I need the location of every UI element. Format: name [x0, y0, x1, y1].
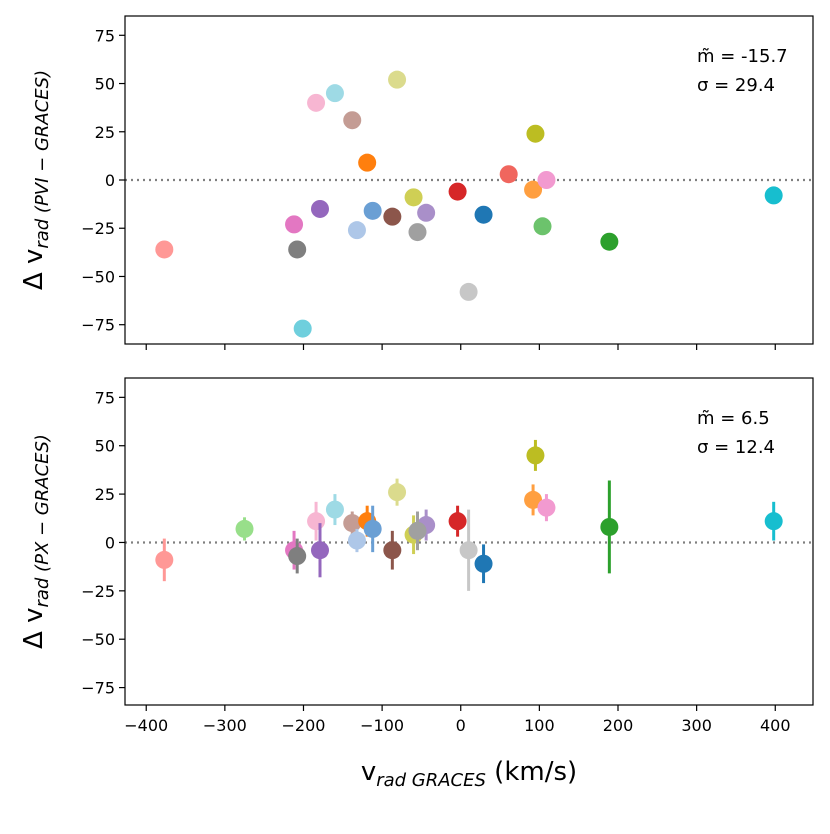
x-tick-label: −100 [360, 716, 404, 735]
point [524, 180, 543, 199]
point [358, 153, 377, 172]
point [155, 240, 174, 259]
point [347, 221, 366, 240]
point [155, 550, 174, 569]
x-tick-label: −300 [203, 716, 247, 735]
point [363, 201, 382, 220]
y-tick-label: 0 [105, 533, 115, 552]
x-axis-label-unit: (km/s) [486, 757, 577, 787]
point [600, 517, 619, 536]
x-tick-label: 100 [524, 716, 555, 735]
y-tick-label: 25 [95, 123, 115, 142]
x-tick-label: −200 [282, 716, 326, 735]
point [448, 182, 467, 201]
point [499, 165, 518, 184]
annotation: m̃ = 6.5 [697, 408, 770, 429]
x-tick-label: 0 [456, 716, 466, 735]
point [388, 70, 407, 89]
point [285, 215, 304, 234]
y-tick-label: −75 [81, 679, 115, 698]
point [459, 541, 478, 560]
point [235, 519, 254, 538]
x-axis-label-sub: rad GRACES [376, 770, 486, 791]
point [325, 84, 344, 103]
y-tick-label: −50 [81, 630, 115, 649]
point [288, 240, 307, 259]
point [288, 547, 307, 566]
point [343, 514, 362, 533]
point [343, 111, 362, 130]
point [459, 282, 478, 301]
y-axis-label-main: Δ v [19, 249, 49, 290]
point [347, 531, 366, 550]
y-axis-label-sub: rad (PX − GRACES) [32, 434, 53, 607]
point [764, 512, 783, 531]
plot-frame [124, 15, 814, 345]
point [383, 207, 402, 226]
y-tick-label: −25 [81, 219, 115, 238]
point [388, 483, 407, 502]
annotation: σ = 12.4 [697, 437, 775, 458]
point [307, 93, 326, 112]
point [310, 199, 329, 218]
point [363, 519, 382, 538]
point [600, 232, 619, 251]
point [408, 223, 427, 242]
x-tick-label: −400 [124, 716, 168, 735]
point [408, 521, 427, 540]
annotation: σ = 29.4 [697, 75, 775, 96]
x-tick-label: 300 [681, 716, 712, 735]
x-tick-label: 200 [603, 716, 634, 735]
y-tick-label: −75 [81, 316, 115, 335]
point [537, 171, 556, 189]
y-tick-label: 50 [95, 75, 115, 94]
point [417, 203, 436, 222]
y-tick-label: −50 [81, 267, 115, 286]
point [383, 541, 402, 560]
y-tick-label: −25 [81, 582, 115, 601]
y-tick-label: 25 [95, 485, 115, 504]
point [764, 186, 783, 205]
y-tick-label: 0 [105, 171, 115, 190]
y-axis-label: Δ vrad (PX − GRACES) [19, 434, 53, 649]
point [310, 541, 329, 560]
point [524, 490, 543, 509]
point [474, 554, 493, 573]
x-axis-label: vrad GRACES (km/s) [361, 757, 577, 791]
y-axis-label-main: Δ v [19, 608, 49, 649]
y-tick-label: 75 [95, 26, 115, 45]
point [293, 319, 312, 338]
x-axis-label-main: v [361, 757, 376, 787]
point [307, 512, 326, 531]
annotation: m̃ = -15.7 [697, 46, 788, 67]
point [325, 500, 344, 519]
x-tick-label: 400 [760, 716, 791, 735]
point [537, 498, 556, 517]
y-axis-label-sub: rad (PVI − GRACES) [32, 70, 53, 249]
point [533, 217, 552, 236]
plot-frame [124, 377, 814, 706]
point [404, 188, 423, 207]
point [474, 205, 493, 224]
point [526, 124, 545, 143]
point [448, 512, 467, 531]
point [526, 446, 545, 465]
y-axis-label: Δ vrad (PVI − GRACES) [19, 70, 53, 290]
y-tick-label: 75 [95, 388, 115, 407]
y-tick-label: 50 [95, 437, 115, 456]
